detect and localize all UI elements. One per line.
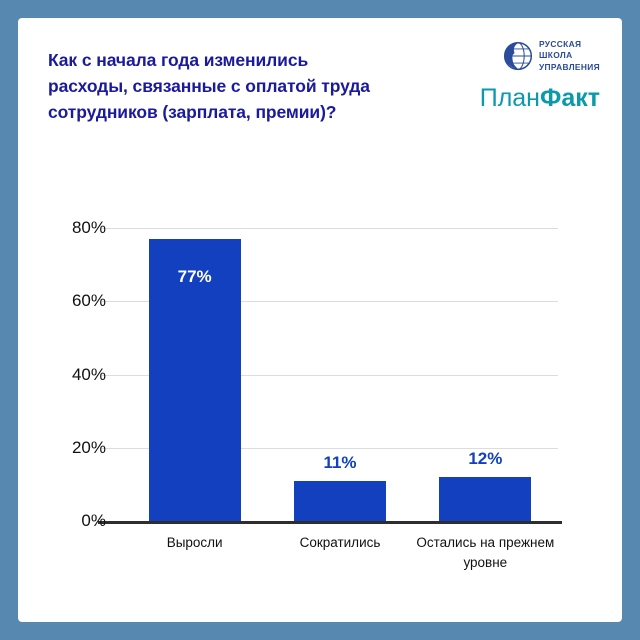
bar[interactable] [439,477,532,521]
gridline [122,301,558,303]
rsu-logo-text: РУССКАЯ ШКОЛА УПРАВЛЕНИЯ [539,39,600,73]
plot-area: 0% 20% 40% 60% 80% 77% Выросли 11% Сократились 12… [72,218,562,570]
gridline [122,447,558,449]
globe-icon [503,41,533,71]
content-card: Как с начала года изменились расходы, св… [18,18,622,622]
logo-russian-school-of-management: РУССКАЯ ШКОЛА УПРАВЛЕНИЯ [450,38,600,74]
logo-planfact: ПланФакт [450,86,600,111]
x-axis-line [98,521,562,524]
bar-chart: 0% 20% 40% 60% 80% 77% Выросли 11% Сократились 12… [18,186,622,622]
bar-value-label: 12% [468,449,503,469]
bar[interactable]: 77% [148,239,241,521]
bar-value-label: 11% [323,452,357,472]
rsu-line-2: ШКОЛА [538,50,573,61]
gridline [122,374,558,376]
y-axis-tick-label: 80% [71,218,106,237]
x-axis-category-label: Остались на прежнем уровне [416,535,555,570]
planfact-part-fakt: Факт [540,84,600,112]
header: Как с начала года изменились расходы, св… [18,18,622,186]
y-axis-tick-mark [102,228,122,229]
page-title: Как с начала года изменились расходы, св… [48,50,370,122]
y-axis-tick-mark [102,374,122,376]
y-axis-tick-label: 20% [71,437,106,457]
y-axis-tick-mark [102,521,122,522]
rsu-line-3: УПРАВЛЕНИЯ [538,61,600,72]
planfact-part-plan: План [479,84,540,112]
y-axis-tick-label: 0% [81,511,106,530]
y-axis-tick-label: 60% [71,291,106,311]
bar[interactable] [294,480,386,521]
gridline [122,228,558,229]
x-axis-category-label: Выросли [166,535,223,550]
bar-value-label: 77% [177,267,212,286]
y-axis-tick-label: 40% [71,364,106,384]
rsu-line-1: РУССКАЯ [538,39,582,50]
y-axis-tick-mark [102,447,122,449]
y-axis-tick-mark [102,301,122,303]
logo-group: РУССКАЯ ШКОЛА УПРАВЛЕНИЯ ПланФакт [450,38,600,111]
x-axis-category-label: Сократились [299,535,381,550]
